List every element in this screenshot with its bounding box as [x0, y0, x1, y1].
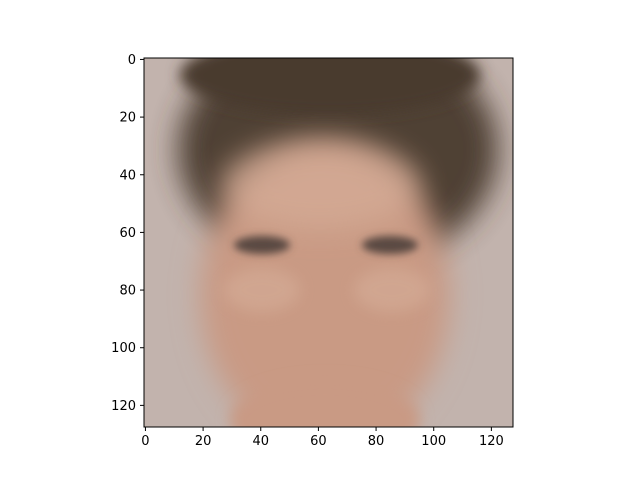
x-tick-label: 120: [479, 434, 504, 449]
right-cheek: [354, 268, 430, 312]
face-image: [144, 58, 513, 427]
y-tick-label: 20: [119, 111, 136, 126]
y-tick-label: 0: [128, 53, 136, 68]
x-axis: 0 20 40 60 80 100 120: [141, 427, 504, 449]
left-cheek: [224, 268, 300, 312]
axes-frame: [143, 57, 514, 428]
x-tick-label: 20: [195, 434, 212, 449]
x-tick-label: 0: [141, 434, 149, 449]
left-eye: [234, 236, 290, 254]
x-tick-label: 80: [368, 434, 385, 449]
y-tick-label: 40: [119, 168, 136, 183]
y-tick-label: 120: [111, 399, 136, 414]
forehead-region: [220, 140, 420, 230]
x-tick-label: 40: [252, 434, 269, 449]
y-tick-label: 60: [119, 226, 136, 241]
x-tick-label: 100: [421, 434, 446, 449]
y-axis: 0 20 40 60 80 100 120: [111, 53, 144, 414]
hair-top-region: [180, 58, 480, 115]
neck-region: [230, 380, 420, 427]
right-eye: [362, 236, 418, 254]
x-tick-label: 60: [310, 434, 327, 449]
y-tick-label: 100: [111, 341, 136, 356]
y-tick-label: 80: [119, 284, 136, 299]
